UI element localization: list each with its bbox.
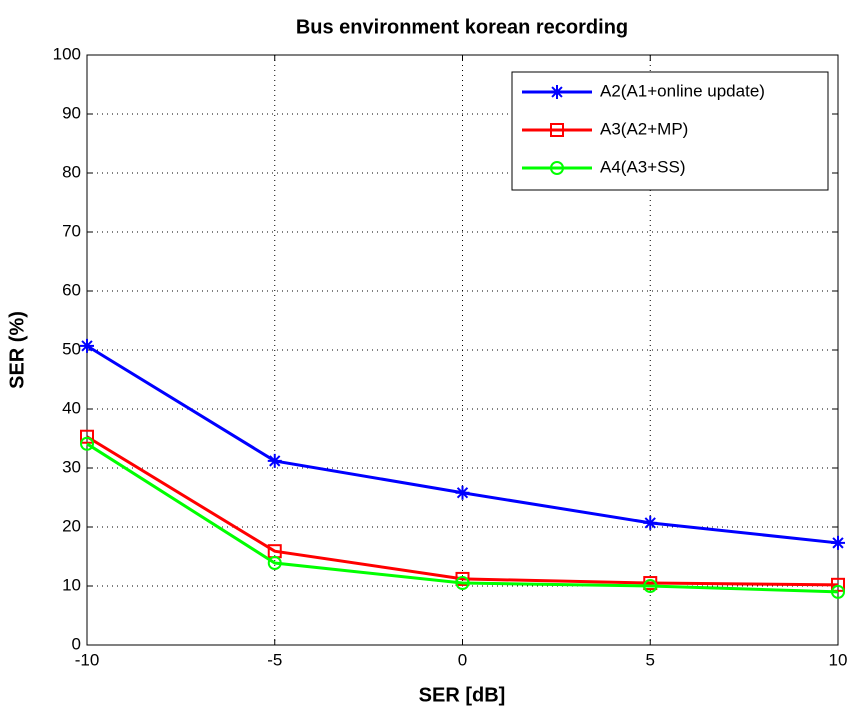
- x-tick-label: 0: [458, 650, 467, 669]
- data-point: [80, 338, 94, 353]
- data-point: [643, 579, 658, 593]
- data-point: [455, 485, 470, 500]
- data-point: [643, 515, 658, 530]
- data-point: [455, 571, 470, 586]
- chart-title: Bus environment korean recording: [296, 16, 628, 38]
- y-tick-label: 0: [72, 634, 81, 653]
- data-point: [831, 535, 845, 550]
- y-tick-label: 70: [62, 221, 81, 240]
- y-tick-label: 60: [62, 280, 81, 299]
- y-tick-label: 90: [62, 103, 81, 122]
- legend-marker: [550, 85, 564, 99]
- data-point: [80, 429, 94, 444]
- x-tick-label: 10: [829, 650, 848, 669]
- data-point: [831, 584, 845, 599]
- legend-marker: [550, 161, 564, 175]
- data-point: [267, 555, 282, 570]
- series-line: [86, 442, 839, 594]
- data-point: [267, 453, 282, 468]
- series-line: [86, 435, 839, 587]
- legend-label: A2(A1+online update): [600, 81, 765, 100]
- y-axis-label: SER (%): [6, 311, 28, 389]
- y-tick-label: 100: [53, 44, 81, 63]
- data-point: [80, 436, 94, 451]
- x-tick-label: -5: [267, 650, 282, 669]
- x-axis-label: SER [dB]: [419, 684, 506, 706]
- x-tick-label: -10: [75, 650, 100, 669]
- legend-label: A4(A3+SS): [600, 157, 686, 176]
- data-point: [455, 576, 470, 591]
- y-tick-label: 30: [62, 457, 81, 476]
- x-tick-label: 5: [646, 650, 655, 669]
- y-tick-label: 80: [62, 162, 81, 181]
- y-tick-label: 20: [62, 516, 81, 535]
- legend-label: A3(A2+MP): [600, 119, 688, 138]
- y-tick-label: 10: [62, 575, 81, 594]
- y-tick-label: 40: [62, 398, 81, 417]
- legend-marker: [550, 123, 564, 137]
- y-tick-label: 50: [62, 339, 81, 358]
